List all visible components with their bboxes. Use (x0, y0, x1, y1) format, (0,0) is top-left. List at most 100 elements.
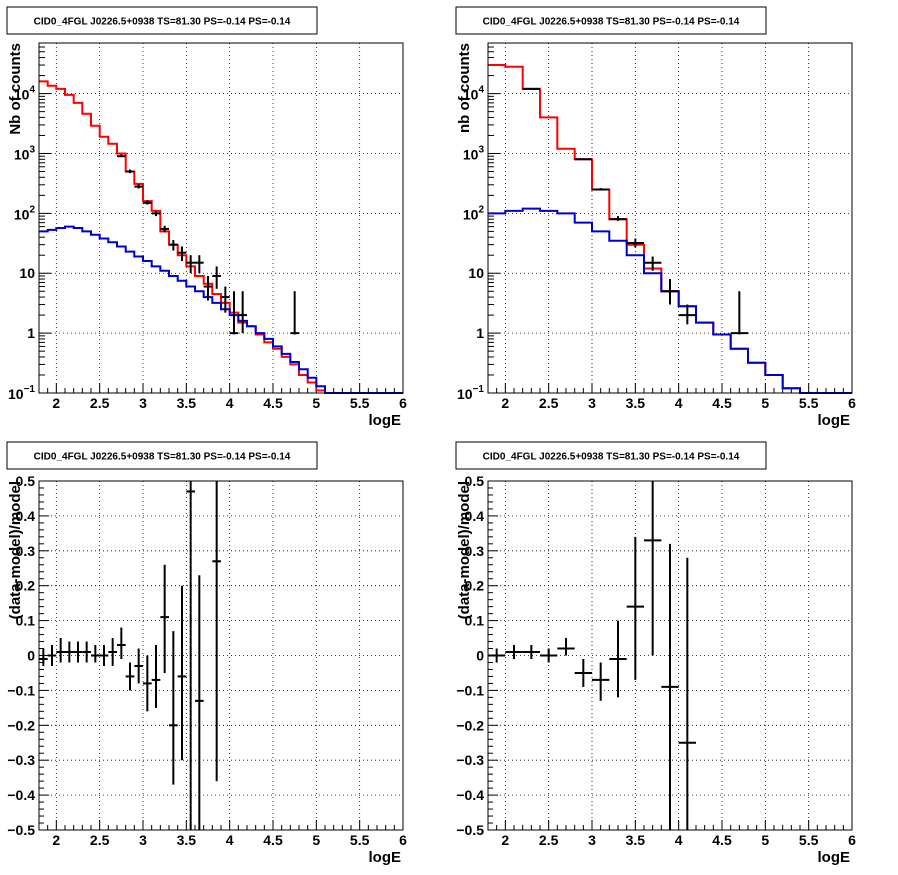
data-point (73, 641, 83, 663)
x-tick-label: 3 (588, 832, 596, 848)
data-point (125, 169, 135, 174)
data-point (151, 645, 161, 708)
y-tick-label: 0.3 (16, 543, 36, 559)
data-point (212, 481, 221, 782)
chart-br: CID0_4FGL J0226.5+0938 TS=81.30 PS=-0.14… (455, 441, 856, 866)
data-point (644, 481, 662, 656)
x-tick-label: 4 (226, 832, 234, 848)
x-tick-label: 2.5 (90, 395, 110, 411)
x-tick-label: 3.5 (177, 832, 197, 848)
x-axis-title: logE (818, 412, 851, 429)
x-tick-label: 2 (52, 832, 60, 848)
x-axis-title: logE (818, 849, 851, 866)
y-axis-title: Nb of counts (7, 43, 24, 135)
chart-title: CID0_4FGL J0226.5+0938 TS=81.30 PS=-0.14… (34, 17, 291, 28)
x-tick-label: 3 (139, 832, 147, 848)
y-tick-label: −0.1 (7, 682, 35, 698)
x-tick-label: 2.5 (539, 395, 559, 411)
x-tick-label: 3.5 (626, 832, 646, 848)
x-tick-label: 3 (588, 395, 596, 411)
x-tick-label: 5.5 (799, 395, 819, 411)
x-tick-label: 5.5 (350, 832, 370, 848)
y-tick-label: −0.5 (7, 822, 35, 838)
x-tick-label: 5 (761, 395, 769, 411)
data-point (574, 158, 592, 161)
x-tick-label: 2.5 (539, 832, 559, 848)
x-tick-label: 2 (501, 832, 509, 848)
data-point (195, 575, 204, 830)
chart-title: CID0_4FGL J0226.5+0938 TS=81.30 PS=-0.14… (483, 452, 740, 463)
chart-tr: CID0_4FGL J0226.5+0938 TS=81.30 PS=-0.14… (455, 6, 856, 429)
x-tick-label: 6 (399, 832, 407, 848)
x-tick-label: 3 (139, 395, 147, 411)
data-point (125, 662, 135, 691)
y-tick-label: 104 (14, 85, 36, 103)
x-tick-label: 4.5 (712, 832, 732, 848)
y-tick-label: 0.1 (16, 613, 36, 629)
data-point (186, 481, 195, 830)
data-point (574, 658, 592, 687)
y-tick-label: 10−1 (8, 384, 35, 402)
data-point (221, 286, 230, 313)
x-tick-label: 2.5 (90, 832, 110, 848)
data-point (212, 266, 221, 289)
data-point (117, 154, 126, 158)
y-tick-label: 0.3 (465, 543, 485, 559)
y-axis-title: (data-model)/model (7, 481, 24, 619)
y-tick-label: 0.4 (465, 508, 485, 524)
x-tick-label: 5 (312, 395, 320, 411)
x-tick-label: 4 (675, 395, 683, 411)
y-tick-label: 0 (476, 648, 484, 664)
histogram-series (39, 225, 403, 394)
x-tick-label: 2 (52, 395, 60, 411)
data-point (661, 543, 679, 830)
data-point (47, 645, 57, 666)
title-box (6, 441, 318, 470)
y-tick-label: 10 (19, 265, 35, 281)
y-tick-label: 103 (14, 144, 36, 162)
data-point (160, 225, 169, 233)
plot-frame (487, 42, 853, 394)
data-point (99, 645, 109, 666)
x-tick-label: 4.5 (712, 395, 732, 411)
data-point (134, 648, 143, 684)
data-point (195, 255, 204, 274)
data-point (108, 638, 117, 666)
y-tick-label: 104 (463, 85, 485, 103)
data-point (626, 238, 644, 248)
data-point (160, 564, 169, 673)
data-point (186, 255, 195, 274)
x-axis-title: logE (369, 412, 402, 429)
chart-tl: CID0_4FGL J0226.5+0938 TS=81.30 PS=-0.14… (6, 6, 407, 429)
chart-title: CID0_4FGL J0226.5+0938 TS=81.30 PS=-0.14… (483, 17, 740, 28)
data-point (522, 87, 540, 90)
y-tick-label: −0.1 (456, 682, 484, 698)
x-tick-label: 5 (761, 832, 769, 848)
y-tick-label: 1 (476, 325, 484, 341)
x-tick-label: 2 (501, 395, 509, 411)
y-tick-label: 0.4 (16, 508, 36, 524)
histogram-series (39, 80, 403, 394)
y-tick-label: −0.4 (7, 787, 35, 803)
x-tick-label: 3.5 (626, 395, 646, 411)
data-point (678, 304, 696, 325)
y-tick-label: −0.5 (456, 822, 484, 838)
data-point (143, 655, 152, 712)
y-tick-label: 1 (27, 325, 35, 341)
x-tick-label: 6 (848, 395, 856, 411)
data-point (290, 291, 299, 335)
histogram-series (488, 64, 852, 394)
data-point (592, 662, 610, 701)
data-point (117, 627, 126, 659)
y-axis-title: (data-model)/model (456, 481, 473, 619)
title-box (6, 6, 318, 35)
y-tick-label: 102 (463, 204, 485, 222)
data-point (82, 641, 91, 663)
data-point (488, 648, 506, 663)
data-point (151, 210, 161, 217)
x-tick-label: 4.5 (263, 395, 283, 411)
data-point (730, 291, 748, 335)
y-tick-label: −0.2 (456, 717, 484, 733)
data-point (56, 638, 65, 663)
